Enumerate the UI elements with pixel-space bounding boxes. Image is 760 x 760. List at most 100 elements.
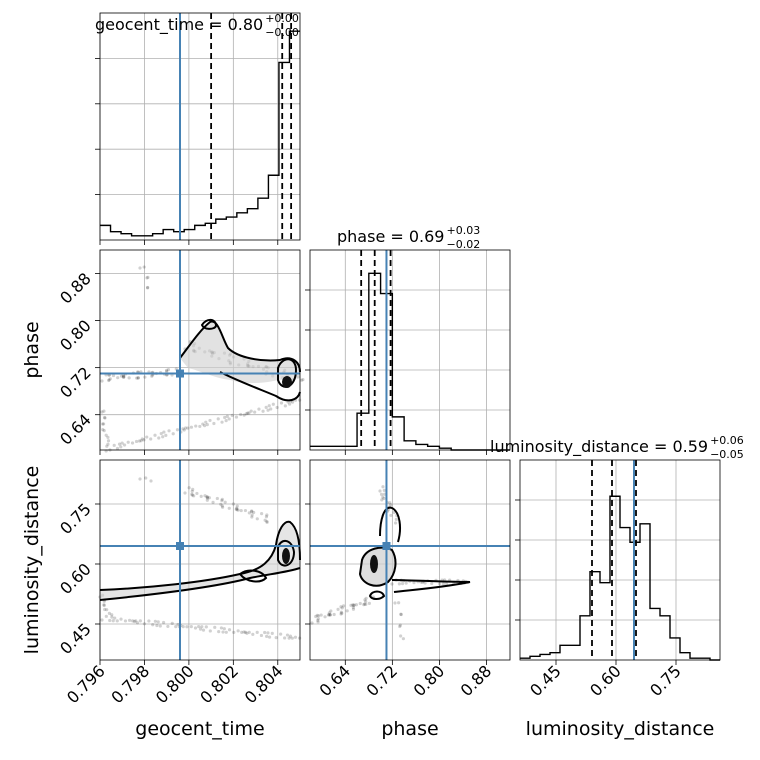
sample-point [101, 428, 105, 432]
sample-point [234, 507, 238, 511]
sample-point [397, 582, 401, 586]
sample-point [153, 433, 157, 437]
x-tick-label: 0.804 [241, 661, 287, 707]
sample-point [104, 614, 108, 618]
sample-point [164, 433, 168, 437]
sample-point [269, 407, 273, 411]
sample-point [106, 442, 110, 446]
sample-point [270, 631, 274, 635]
contour-inner [277, 540, 296, 567]
sample-point [102, 603, 106, 608]
y-axis-phase: 0.64 0.72 0.80 0.88 phase [21, 269, 100, 449]
sample-point [328, 613, 332, 617]
sample-point [135, 621, 140, 625]
sample-point [135, 376, 139, 380]
sample-point [250, 509, 254, 513]
sample-point [236, 508, 240, 512]
sample-point [139, 439, 143, 443]
sample-point [399, 612, 403, 617]
sample-point [263, 518, 267, 522]
sample-point [164, 368, 169, 372]
sample-point [260, 512, 264, 516]
sample-point [107, 378, 111, 382]
sample-point [201, 628, 206, 632]
sample-point [323, 615, 327, 619]
sample-point [381, 485, 385, 489]
sample-point [423, 581, 427, 585]
sample-point [102, 603, 106, 607]
sample-point [140, 437, 144, 441]
sample-point [105, 444, 109, 448]
sample-point [247, 511, 251, 515]
sample-point [264, 405, 268, 409]
sample-point [315, 613, 319, 617]
sample-point [246, 411, 250, 415]
sample-point [255, 517, 259, 521]
sample-point [393, 601, 397, 605]
sample-point [397, 601, 401, 605]
panel-frame [99, 249, 301, 451]
panel-title-phase: phase = 0.69 [337, 227, 444, 246]
sample-point [194, 424, 198, 428]
sample-point [208, 629, 212, 633]
sample-point [336, 607, 340, 611]
density-peak [282, 548, 290, 564]
panel-frame [519, 459, 721, 661]
sample-point [430, 581, 434, 586]
sample-point [213, 625, 217, 629]
sample-point [166, 624, 170, 629]
sample-point [207, 496, 211, 500]
sample-point [249, 409, 253, 413]
sample-point [340, 606, 344, 610]
sample-point [245, 631, 249, 635]
sample-point [352, 603, 356, 607]
sample-point [265, 519, 269, 524]
sample-point [390, 582, 394, 586]
sample-point [127, 376, 131, 380]
panel-luminosity_distance-vs-geocent_time [98, 459, 302, 661]
sample-point [326, 613, 331, 617]
sample-point [142, 438, 146, 442]
sample-point [382, 496, 386, 501]
sample-point [389, 513, 393, 518]
sample-point [205, 498, 209, 502]
sample-point [138, 477, 142, 481]
x-axis-phase: 0.64 0.72 0.80 0.88 phase [315, 450, 495, 740]
sample-point [220, 499, 224, 503]
sample-point [345, 609, 349, 613]
contour-outer [99, 520, 301, 591]
sample-point [146, 285, 150, 290]
sample-point [239, 412, 243, 417]
sample-point [162, 430, 166, 434]
sample-point [310, 621, 314, 625]
sample-point [364, 599, 368, 604]
sample-point [227, 417, 231, 421]
sample-point [127, 618, 132, 622]
sample-point [161, 620, 166, 625]
sample-point [217, 629, 221, 634]
sample-point [250, 510, 254, 514]
sample-point [301, 378, 305, 382]
sample-point [363, 598, 367, 602]
sample-point [380, 498, 384, 502]
sample-point [116, 376, 120, 380]
sample-point [189, 425, 194, 429]
sample-point [106, 439, 111, 443]
sample-point [103, 607, 107, 612]
sample-point [362, 603, 366, 607]
sample-point [367, 601, 371, 606]
sample-point [130, 619, 135, 623]
sample-point [398, 623, 402, 627]
sample-point [183, 426, 188, 430]
sample-point [242, 413, 246, 417]
title-upper-error: +0.03 [446, 224, 480, 237]
sample-point [122, 443, 127, 447]
sample-point [190, 493, 194, 497]
sample-point [101, 422, 105, 426]
x-tick-label: 0.60 [586, 661, 625, 700]
x-tick-label: 0.800 [152, 661, 198, 707]
sample-point [185, 625, 189, 629]
sample-point [378, 489, 382, 493]
